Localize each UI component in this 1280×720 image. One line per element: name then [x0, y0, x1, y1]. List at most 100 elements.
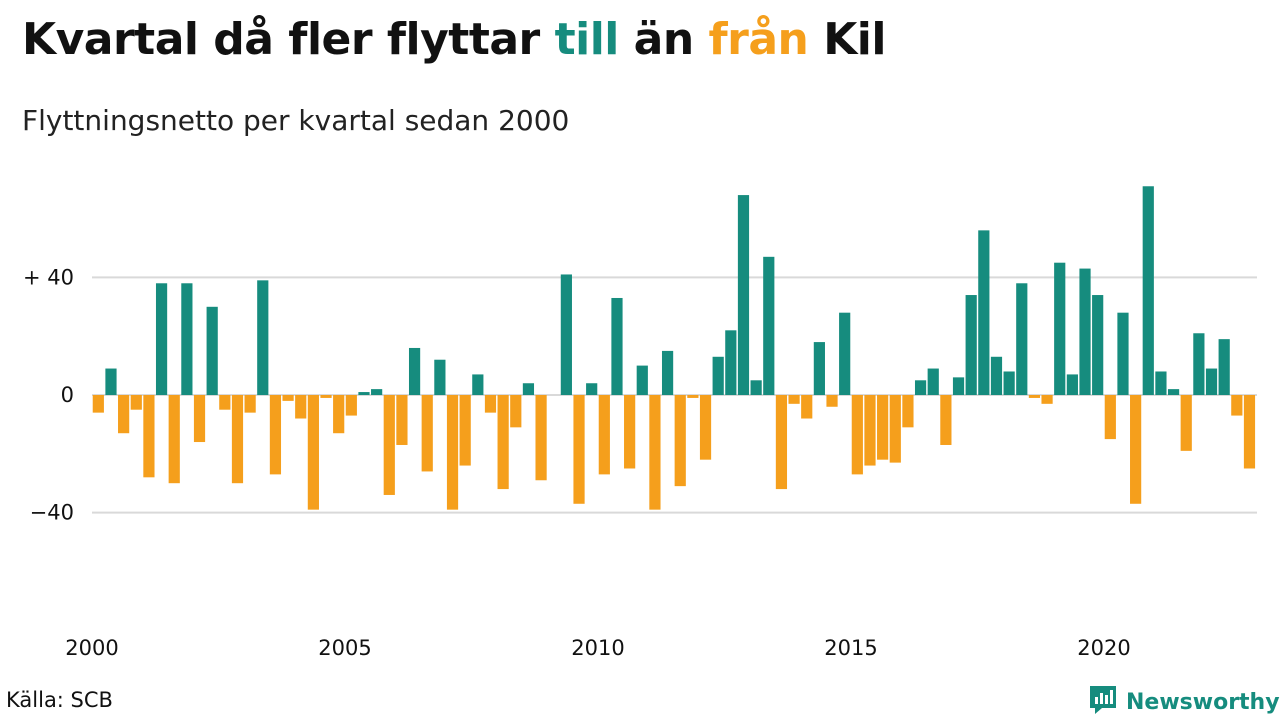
bar-58 — [826, 395, 838, 407]
bar-33 — [510, 395, 522, 428]
bar-11 — [231, 395, 244, 484]
bar-56 — [801, 395, 813, 419]
bar-68 — [952, 377, 965, 395]
bar-80 — [1104, 395, 1116, 440]
bar-75 — [1041, 395, 1053, 404]
bar-63 — [889, 395, 901, 463]
bar-46 — [674, 395, 686, 487]
newsworthy-logo: Newsworthy — [1088, 684, 1280, 720]
x-tick-label-4: 2020 — [1077, 636, 1130, 660]
bar-57 — [813, 342, 825, 395]
y-axis-ticks: + 40 0 −40 — [23, 265, 74, 524]
bar-61 — [864, 395, 876, 466]
bar-16 — [295, 395, 307, 419]
bar-81 — [1117, 312, 1129, 395]
source-note: Källa: SCB — [6, 688, 113, 712]
bar-1 — [105, 368, 117, 395]
bar-22 — [371, 389, 383, 395]
bar-62 — [877, 395, 889, 460]
bar-32 — [497, 395, 509, 490]
bar-30 — [472, 374, 484, 395]
bar-54 — [775, 395, 788, 490]
bar-60 — [851, 395, 863, 475]
bar-17 — [307, 395, 319, 510]
bar-77 — [1066, 374, 1078, 395]
bar-73 — [1016, 283, 1028, 395]
x-tick-label-0: 2000 — [65, 636, 118, 660]
bar-14 — [269, 395, 282, 475]
bar-67 — [940, 395, 952, 445]
bar-42 — [624, 395, 636, 469]
bar-78 — [1079, 268, 1091, 395]
bar-23 — [383, 395, 395, 495]
bar-43 — [636, 365, 648, 395]
title-part1: Kvartal då fler flyttar — [22, 14, 555, 65]
bar-87 — [1193, 333, 1205, 395]
bar-74 — [1028, 395, 1041, 398]
bar-84 — [1155, 371, 1167, 395]
x-tick-label-3: 2015 — [824, 636, 877, 660]
bar-2 — [118, 395, 130, 434]
bar-26 — [421, 395, 433, 472]
bar-47 — [687, 395, 699, 398]
bar-10 — [219, 395, 231, 410]
bar-51 — [737, 195, 750, 395]
bar-55 — [788, 395, 800, 404]
x-tick-label-1: 2005 — [318, 636, 371, 660]
bar-49 — [712, 356, 724, 395]
bar-chart: + 40 0 −40 2000 2005 2010 2015 2020 — [23, 186, 1257, 660]
title-fran: från — [708, 14, 809, 65]
title-mid: än — [618, 14, 709, 65]
bar-48 — [699, 395, 712, 460]
bar-20 — [345, 395, 357, 416]
bar-19 — [333, 395, 345, 434]
bar-7 — [181, 283, 193, 395]
bar-69 — [965, 295, 977, 395]
bar-3 — [130, 395, 142, 410]
bar-44 — [649, 395, 661, 510]
bars — [92, 186, 1256, 510]
bar-38 — [573, 395, 585, 504]
y-tick-label-0: + 40 — [23, 265, 74, 289]
x-tick-label-2: 2010 — [571, 636, 624, 660]
bar-66 — [927, 368, 939, 395]
bar-91 — [1243, 395, 1256, 469]
bar-83 — [1142, 186, 1154, 395]
bar-79 — [1092, 295, 1104, 395]
y-tick-label-1: 0 — [61, 383, 74, 407]
bar-8 — [193, 395, 206, 443]
bar-9 — [206, 306, 218, 395]
bar-28 — [446, 395, 459, 510]
bar-72 — [1003, 371, 1015, 395]
bar-21 — [358, 392, 370, 395]
bar-50 — [725, 330, 737, 395]
bar-6 — [168, 395, 180, 484]
bar-37 — [560, 274, 572, 395]
y-tick-label-2: −40 — [30, 501, 74, 525]
bar-64 — [902, 395, 914, 428]
bar-53 — [763, 256, 775, 395]
title-till: till — [554, 14, 620, 65]
bar-40 — [598, 395, 610, 475]
bar-18 — [320, 395, 332, 398]
bar-76 — [1054, 262, 1066, 395]
bar-4 — [143, 395, 155, 478]
bar-88 — [1205, 368, 1218, 395]
chart-title: Kvartal då fler flyttar till än från Kil — [22, 14, 886, 65]
bar-34 — [522, 383, 535, 395]
bar-71 — [990, 356, 1003, 395]
title-end: Kil — [808, 14, 886, 65]
bar-52 — [750, 380, 762, 395]
bar-59 — [839, 312, 851, 395]
bar-41 — [611, 297, 623, 395]
bar-chart-speech-bubble-icon — [1088, 684, 1118, 720]
bar-45 — [661, 350, 674, 395]
bar-24 — [396, 395, 408, 445]
bar-70 — [978, 230, 990, 395]
chart-subtitle: Flyttningsnetto per kvartal sedan 2000 — [22, 104, 570, 137]
bar-13 — [257, 280, 269, 395]
brand-name: Newsworthy — [1126, 689, 1280, 715]
bar-89 — [1218, 339, 1230, 395]
bar-35 — [535, 395, 547, 481]
bar-86 — [1180, 395, 1192, 451]
